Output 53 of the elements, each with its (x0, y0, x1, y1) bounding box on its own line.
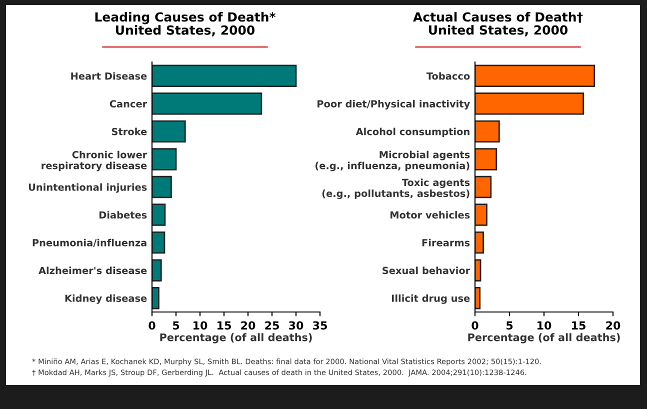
y-tick-label: Alcohol consumption (356, 128, 470, 138)
y-tick-label: Illicit drug use (392, 294, 470, 304)
y-tick-label: Unintentional injuries (28, 183, 147, 193)
x-tick-label: 20 (606, 321, 620, 330)
y-tick-label: Microbial agents (e.g., influenza, pneumonia) (316, 150, 470, 172)
x-axis-title: Percentage (of all deaths) (160, 333, 312, 344)
bar (475, 148, 498, 170)
y-tick-label: Heart Disease (71, 72, 147, 80)
y-tick-label: Sexual behavior (382, 266, 470, 274)
y-tick-label: Motor vehicles (390, 211, 470, 219)
bar (152, 176, 172, 198)
bar (152, 259, 162, 282)
bar (152, 120, 186, 143)
y-tick-label: Diabetes (99, 211, 147, 219)
y-tick-label: Firearms (422, 238, 470, 246)
bar (475, 287, 481, 310)
bar (475, 259, 482, 282)
x-tick-label: 5 (172, 321, 180, 330)
y-tick-label: Kidney disease (65, 294, 147, 304)
x-tick-label: 15 (218, 321, 231, 330)
y-tick-label: Poor diet/Physical inactivity (318, 100, 470, 110)
bar (152, 64, 297, 87)
y-tick-label: Cancer (110, 100, 148, 108)
bar (475, 204, 488, 226)
y-tick-label: Pneumonia/influenza (32, 238, 146, 248)
bar (152, 204, 166, 226)
bar (475, 64, 596, 87)
x-tick-label: 10 (538, 321, 552, 330)
bar (152, 231, 166, 254)
y-tick-label: Alzheimer's disease (38, 266, 147, 274)
chart-title: Actual Causes of Death† United States, 2000 (413, 12, 583, 36)
x-tick-label: 30 (289, 321, 304, 330)
x-tick-label: 35 (313, 321, 327, 330)
x-tick-label: 20 (241, 321, 256, 330)
bar (475, 92, 584, 115)
bar (475, 120, 500, 143)
y-tick-label: Toxic agents (e.g., pollutants, asbestos) (322, 178, 470, 200)
x-tick-label: 25 (265, 321, 279, 330)
x-tick-label: 15 (572, 321, 586, 330)
bar (152, 92, 262, 115)
chart-title: Leading Causes of Death* United States, 2000 (95, 12, 276, 36)
y-tick-label: Tobacco (426, 72, 470, 80)
bar (152, 148, 177, 170)
x-tick-label: 10 (194, 321, 208, 330)
bar (152, 287, 160, 310)
x-tick-label: 0 (148, 321, 156, 330)
x-axis-title: Percentage (of all deaths) (468, 333, 620, 344)
bar (475, 231, 484, 254)
x-tick-label: 5 (506, 321, 513, 330)
bar (475, 176, 492, 198)
x-tick-label: 0 (472, 321, 478, 330)
y-tick-label: Chronic lower respiratory disease (42, 150, 148, 172)
y-tick-label: Stroke (112, 128, 147, 136)
